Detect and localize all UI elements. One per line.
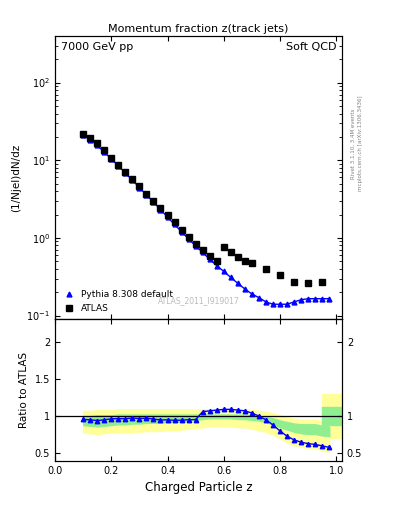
Pythia 8.308 default [250, 291, 254, 297]
ATLAS [172, 220, 177, 226]
Pythia 8.308 default [215, 263, 219, 269]
ATLAS [228, 249, 233, 255]
Pythia 8.308 default [313, 295, 318, 302]
Pythia 8.308 default [271, 301, 275, 307]
ATLAS [235, 254, 240, 261]
Pythia 8.308 default [130, 177, 135, 183]
Pythia 8.308 default [172, 221, 177, 227]
ATLAS [264, 266, 268, 272]
ATLAS [88, 135, 92, 141]
ATLAS [123, 169, 128, 175]
ATLAS [179, 227, 184, 233]
Pythia 8.308 default [235, 280, 240, 286]
ATLAS [137, 183, 142, 189]
ATLAS [278, 272, 283, 279]
ATLAS [95, 140, 99, 146]
ATLAS [130, 176, 135, 182]
Pythia 8.308 default [102, 149, 107, 155]
ATLAS [320, 279, 325, 285]
ATLAS [193, 241, 198, 247]
Pythia 8.308 default [179, 229, 184, 235]
Pythia 8.308 default [264, 299, 268, 305]
ATLAS [208, 253, 212, 260]
Y-axis label: Ratio to ATLAS: Ratio to ATLAS [19, 352, 29, 428]
ATLAS [158, 205, 163, 211]
Text: mcplots.cern.ch [arXiv:1306.3436]: mcplots.cern.ch [arXiv:1306.3436] [358, 96, 363, 191]
Line: Pythia 8.308 default: Pythia 8.308 default [81, 133, 332, 307]
ATLAS [116, 161, 121, 167]
Pythia 8.308 default [186, 236, 191, 242]
Pythia 8.308 default [193, 243, 198, 249]
Line: ATLAS: ATLAS [81, 131, 325, 286]
ATLAS [242, 258, 247, 264]
Pythia 8.308 default [208, 257, 212, 263]
Text: ATLAS_2011_I919017: ATLAS_2011_I919017 [158, 296, 239, 305]
Pythia 8.308 default [116, 163, 121, 169]
Y-axis label: (1/Njel)dN/dz: (1/Njel)dN/dz [11, 143, 21, 211]
ATLAS [165, 212, 170, 219]
Pythia 8.308 default [137, 184, 142, 190]
Pythia 8.308 default [299, 296, 303, 303]
Pythia 8.308 default [88, 136, 92, 142]
ATLAS [151, 198, 156, 204]
Text: Rivet 3.1.10, 3.4M events: Rivet 3.1.10, 3.4M events [351, 108, 356, 179]
Pythia 8.308 default [285, 301, 289, 307]
Pythia 8.308 default [200, 249, 205, 255]
Pythia 8.308 default [144, 191, 149, 198]
Pythia 8.308 default [165, 214, 170, 220]
Legend: Pythia 8.308 default, ATLAS: Pythia 8.308 default, ATLAS [59, 288, 175, 315]
Pythia 8.308 default [242, 286, 247, 292]
Pythia 8.308 default [109, 156, 114, 162]
Pythia 8.308 default [158, 206, 163, 212]
Pythia 8.308 default [221, 268, 226, 274]
Pythia 8.308 default [257, 294, 261, 301]
X-axis label: Charged Particle z: Charged Particle z [145, 481, 252, 494]
ATLAS [186, 234, 191, 240]
Pythia 8.308 default [95, 142, 99, 148]
ATLAS [221, 244, 226, 250]
ATLAS [200, 247, 205, 253]
Text: Soft QCD: Soft QCD [286, 41, 336, 52]
ATLAS [102, 147, 107, 153]
Pythia 8.308 default [306, 295, 310, 302]
ATLAS [81, 131, 86, 137]
Pythia 8.308 default [278, 301, 283, 307]
Pythia 8.308 default [292, 299, 296, 305]
Pythia 8.308 default [123, 170, 128, 176]
ATLAS [215, 258, 219, 264]
Pythia 8.308 default [81, 132, 86, 138]
ATLAS [292, 279, 296, 285]
Pythia 8.308 default [151, 199, 156, 205]
ATLAS [109, 155, 114, 161]
Pythia 8.308 default [228, 274, 233, 281]
Text: 7000 GeV pp: 7000 GeV pp [61, 41, 133, 52]
Pythia 8.308 default [320, 295, 325, 302]
Title: Momentum fraction z(track jets): Momentum fraction z(track jets) [108, 24, 288, 34]
ATLAS [250, 260, 254, 266]
ATLAS [306, 280, 310, 286]
ATLAS [144, 191, 149, 197]
Pythia 8.308 default [327, 295, 332, 302]
